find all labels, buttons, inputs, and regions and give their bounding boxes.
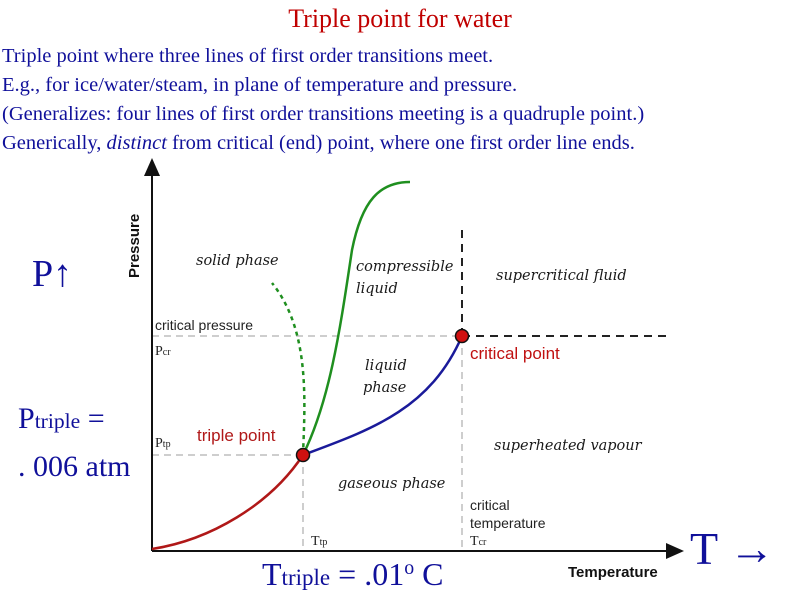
t-triple-eq: = .01	[330, 556, 405, 592]
text-line-1: Triple point where three lines of first …	[2, 45, 494, 67]
text-line-2: E.g., for ice/water/steam, in plane of t…	[2, 74, 518, 96]
x-axis-title: Temperature	[568, 564, 658, 581]
ttp-sub: tp	[320, 537, 328, 548]
p-triple-eq: =	[80, 402, 105, 435]
text-line-3: (Generalizes: four lines of first order …	[2, 103, 645, 125]
p-triple-sub: triple	[34, 409, 81, 433]
p-triple-main: P	[18, 402, 35, 435]
p-triple-line1: Ptriple =	[18, 396, 131, 444]
p-triple-line2: . 006 atm	[18, 450, 131, 483]
ttp-label: Ttp	[311, 534, 327, 549]
text-line-4-post: from critical (end) point, where one fir…	[166, 132, 635, 154]
text-line-4: Generically, distinct from critical (end…	[2, 129, 798, 158]
region-compressible-liquid-line2: liquid	[356, 281, 398, 297]
ttp-main: T	[311, 534, 320, 549]
region-superheated-vapour: superheated vapour	[494, 438, 643, 454]
tcr-sub: cr	[479, 537, 487, 548]
region-liquid-phase-line1: liquid	[365, 358, 407, 374]
region-liquid-phase-line2: phase	[363, 380, 406, 396]
critical-point-label: critical point	[470, 344, 560, 363]
tcr-main: T	[470, 534, 479, 549]
critical-temperature-label-line1: critical	[470, 497, 510, 513]
tcr-label: Tcr	[470, 534, 487, 549]
pcr-main: P	[155, 344, 163, 359]
y-axis-title: Pressure	[126, 214, 143, 278]
critical-point-marker	[454, 328, 470, 344]
region-supercritical-fluid: supercritical fluid	[496, 268, 627, 284]
text-line-4-emphasis: distinct	[106, 132, 167, 154]
slide-title: Triple point for water	[288, 4, 512, 33]
critical-pressure-label: critical pressure	[155, 317, 253, 333]
vaporization-curve	[302, 335, 464, 457]
t-triple-main: T	[262, 556, 282, 592]
triple-point-label: triple point	[197, 426, 276, 445]
body-text: Triple point where three lines of first …	[2, 42, 798, 158]
sublimation-curve	[151, 454, 305, 551]
text-line-4-pre: Generically,	[2, 132, 107, 154]
t-triple-unit: C	[414, 556, 444, 592]
anomalous-melting-curve	[271, 282, 306, 456]
region-solid-phase: solid phase	[196, 253, 279, 269]
pressure-arrow-label: P↑	[32, 253, 73, 295]
t-triple-value: Ttriple = .01o C	[262, 556, 443, 593]
ptp-label: Ptp	[155, 436, 171, 451]
region-compressible-liquid-line1: compressible	[356, 259, 453, 275]
critical-temperature-label-line2: temperature	[470, 515, 546, 531]
ptp-sub: tp	[163, 439, 171, 450]
t-triple-degree: o	[404, 557, 415, 580]
ptp-main: P	[155, 436, 163, 451]
melting-curve	[301, 180, 411, 456]
p-triple-value: Ptriple = . 006 atm	[18, 396, 131, 490]
t-triple-sub: triple	[281, 564, 331, 590]
pcr-label: Pcr	[155, 344, 171, 359]
temperature-arrow-label: T →	[690, 523, 775, 574]
pcr-sub: cr	[163, 347, 171, 358]
region-gaseous-phase: gaseous phase	[338, 476, 445, 492]
triple-point-marker	[295, 447, 311, 463]
